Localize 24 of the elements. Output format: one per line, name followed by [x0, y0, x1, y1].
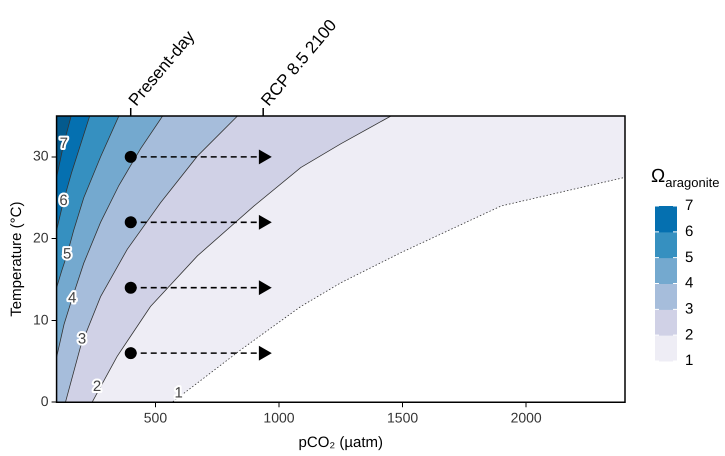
color-bar-label: 5 — [685, 248, 694, 266]
annotation: 1 — [174, 384, 183, 402]
color-bar-label: 3 — [685, 300, 694, 318]
y-tick-label: 20 — [32, 230, 49, 246]
color-bar-label: 7 — [685, 197, 694, 214]
color-bar-label: 2 — [685, 326, 694, 344]
x-tick-label: 1500 — [386, 409, 418, 426]
y-tick-label: 30 — [32, 148, 49, 164]
color-bar-title: Ω$_{aragonite}$ — [651, 166, 720, 190]
x-axis-title: pCO₂ (µatm) — [298, 434, 384, 452]
point — [124, 150, 137, 163]
y-tick-label: 0 — [40, 393, 49, 410]
color-bar-label: 6 — [685, 222, 694, 240]
y-axis-title: Temperature (°C) — [8, 202, 26, 317]
annotation: 2 — [92, 378, 102, 395]
point — [124, 216, 137, 228]
color-bar-label: 1 — [685, 352, 694, 370]
y-tick-label: 10 — [32, 311, 49, 328]
x-tick-label: 500 — [144, 409, 168, 426]
point — [124, 347, 137, 360]
color-bar-label: 4 — [685, 274, 694, 292]
x-tick-label: 2000 — [510, 409, 542, 426]
x-tick-label: 1000 — [263, 409, 295, 426]
point — [124, 282, 137, 294]
